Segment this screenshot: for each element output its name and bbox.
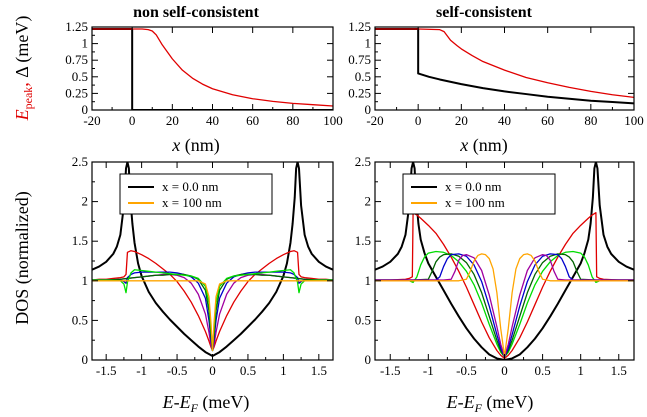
legend-label: x = 100 nm bbox=[162, 195, 222, 210]
y-tick-label: 0 bbox=[82, 352, 89, 367]
x-tick-label: -1 bbox=[423, 363, 434, 378]
legend-box bbox=[119, 173, 273, 215]
x-tick-label: 40 bbox=[498, 113, 511, 128]
series-line-red bbox=[375, 212, 634, 360]
y-tick-label: 0 bbox=[365, 102, 372, 117]
x-tick-label: -0.5 bbox=[167, 363, 188, 378]
y-tick-label: 1 bbox=[365, 273, 372, 288]
x-tick-label: 1.5 bbox=[311, 363, 327, 378]
y-tick-label: 0.5 bbox=[72, 69, 88, 84]
x-tick-label: 40 bbox=[206, 113, 219, 128]
x-tick-label: 20 bbox=[455, 113, 468, 128]
series-line-orange bbox=[375, 253, 634, 357]
y-tick-label: 2 bbox=[82, 194, 89, 209]
top-right-x-axis-label: x (nm) bbox=[459, 135, 508, 156]
y-tick-label: 0.5 bbox=[355, 312, 371, 327]
y-tick-label: 1.5 bbox=[355, 233, 371, 248]
x-tick-label: -1.5 bbox=[380, 363, 401, 378]
series-line-green bbox=[92, 269, 333, 352]
axes-frame bbox=[91, 26, 334, 111]
series-line-purple bbox=[375, 254, 634, 358]
svg-text:Epeak, Δ (meV): Epeak, Δ (meV) bbox=[12, 16, 35, 122]
bottom-y-axis-label: DOS (normalized) bbox=[12, 191, 33, 324]
series-line-black bbox=[375, 162, 634, 360]
x-tick-label: 0 bbox=[209, 363, 216, 378]
x-tick-label: 20 bbox=[166, 113, 179, 128]
svg-text:E-EF (meV): E-EF (meV) bbox=[162, 392, 250, 415]
x-tick-label: 0.5 bbox=[534, 363, 550, 378]
legend-label: x = 0.0 nm bbox=[162, 179, 218, 194]
x-tick-label: 1 bbox=[577, 363, 584, 378]
svg-text:x (nm): x (nm) bbox=[459, 135, 508, 156]
legend-label: x = 100 nm bbox=[445, 195, 505, 210]
series-line-orange bbox=[92, 280, 333, 352]
legend-label: x = 0.0 nm bbox=[445, 179, 501, 194]
top-left-x-axis-label: x (nm) bbox=[171, 135, 220, 156]
x-tick-label: 60 bbox=[246, 113, 259, 128]
panel-bottom-left: -1.5 -1 -0.5 0 0.5 1 1.5 0 0.5 1 1.5 2 2.5 x = 0.0 nm… bbox=[72, 154, 334, 378]
x-tick-label: -0.5 bbox=[456, 363, 477, 378]
svg-text:x (nm): x (nm) bbox=[171, 135, 220, 156]
panel-bottom-right: -1.5 -1 -0.5 0 0.5 1 1.5 0 0.5 1 1.5 2 2.5 x = 0.0 nm… bbox=[355, 154, 635, 378]
y-tick-label: 0.75 bbox=[348, 52, 371, 67]
y-tick-label: 0 bbox=[365, 352, 372, 367]
title-self-consistent: self-consistent bbox=[436, 4, 533, 21]
series-line-red bbox=[92, 250, 333, 352]
y-tick-label: 2.5 bbox=[72, 154, 88, 169]
legend: x = 0.0 nmx = 100 nm bbox=[402, 173, 556, 215]
svg-text:E-EF (meV): E-EF (meV) bbox=[446, 392, 534, 415]
x-tick-label: 1.5 bbox=[611, 363, 627, 378]
x-tick-label: -20 bbox=[83, 113, 100, 128]
series-line-green bbox=[375, 250, 634, 358]
x-tick-label: 80 bbox=[286, 113, 299, 128]
y-tick-label: 1.25 bbox=[65, 19, 88, 34]
y-tick-label: 1.25 bbox=[348, 19, 371, 34]
x-tick-label: 0 bbox=[129, 113, 136, 128]
x-tick-label: 60 bbox=[541, 113, 554, 128]
y-tick-label: 1.5 bbox=[72, 233, 88, 248]
x-tick-label: -20 bbox=[366, 113, 383, 128]
y-tick-label: 0.5 bbox=[72, 312, 88, 327]
top-y-axis-label: Epeak, Δ (meV) bbox=[12, 16, 35, 122]
y-tick-label: 0.25 bbox=[348, 85, 371, 100]
legend-box bbox=[402, 173, 556, 215]
series-line-red bbox=[92, 28, 333, 107]
y-tick-label: 0 bbox=[82, 102, 89, 117]
y-tick-label: 2 bbox=[365, 194, 372, 209]
legend: x = 0.0 nmx = 100 nm bbox=[119, 173, 273, 215]
x-tick-label: -1.5 bbox=[96, 363, 117, 378]
x-tick-label: 0 bbox=[501, 363, 508, 378]
y-tick-label: 0.25 bbox=[65, 85, 88, 100]
y-tick-label: 2.5 bbox=[355, 154, 371, 169]
x-tick-label: 100 bbox=[624, 113, 644, 128]
plot-area bbox=[375, 27, 634, 105]
series-line-darkgreen bbox=[375, 253, 634, 358]
series-line-blue bbox=[375, 253, 634, 358]
x-tick-label: 1 bbox=[280, 363, 287, 378]
series-line-black bbox=[92, 27, 333, 110]
x-tick-label: -1 bbox=[136, 363, 147, 378]
y-tick-label: 1 bbox=[365, 36, 372, 51]
bottom-left-x-axis-label: E-EF (meV) bbox=[162, 392, 250, 415]
y-tick-label: 1 bbox=[82, 36, 89, 51]
series-line-black bbox=[375, 27, 634, 105]
x-tick-label: 0 bbox=[415, 113, 422, 128]
x-tick-label: 80 bbox=[584, 113, 597, 128]
axes-frame bbox=[374, 26, 635, 111]
plot-area bbox=[92, 27, 333, 110]
bottom-right-x-axis-label: E-EF (meV) bbox=[446, 392, 534, 415]
series-line-red bbox=[375, 28, 634, 99]
y-tick-label: 0.75 bbox=[65, 52, 88, 67]
x-tick-label: 0.5 bbox=[240, 363, 256, 378]
y-tick-label: 1 bbox=[82, 273, 89, 288]
y-tick-label: 0.5 bbox=[355, 69, 371, 84]
title-non-self-consistent: non self-consistent bbox=[133, 4, 259, 21]
svg-text:DOS (normalized): DOS (normalized) bbox=[12, 191, 33, 324]
x-tick-label: 100 bbox=[323, 113, 343, 128]
